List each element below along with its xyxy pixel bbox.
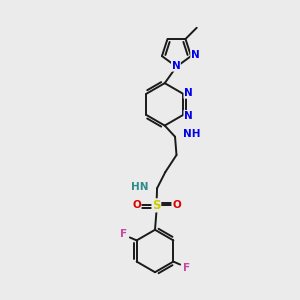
Text: NH: NH [183,129,201,139]
Text: F: F [183,263,190,273]
Text: O: O [132,200,141,210]
Text: N: N [184,110,193,121]
Text: S: S [152,199,161,212]
Text: N: N [184,88,193,98]
Text: HN: HN [131,182,149,192]
Text: N: N [191,50,200,60]
Text: N: N [172,61,180,71]
Text: F: F [120,229,127,239]
Text: O: O [172,200,181,210]
